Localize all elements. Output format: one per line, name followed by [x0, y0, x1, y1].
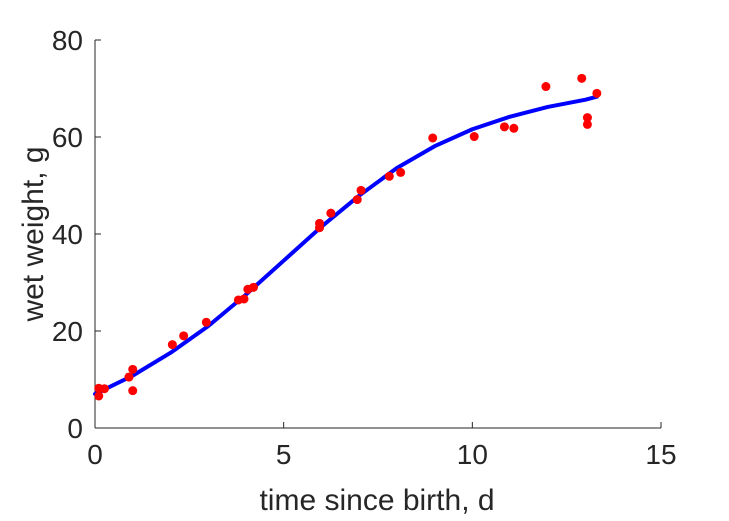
y-tick-label: 60 [52, 122, 83, 153]
data-point [592, 88, 602, 98]
data-point [582, 119, 592, 129]
data-point [326, 208, 336, 218]
data-point [128, 364, 138, 374]
x-tick-label: 10 [457, 439, 488, 470]
data-point [428, 133, 438, 143]
y-tick-label: 40 [52, 219, 83, 250]
x-tick-label: 5 [276, 439, 292, 470]
x-tick-label: 0 [87, 439, 103, 470]
data-point [356, 185, 366, 195]
data-point [582, 113, 592, 123]
axes [94, 40, 661, 429]
ticks: 0 5 10 15 0 20 40 60 80 [52, 25, 677, 470]
data-point [499, 122, 509, 132]
data-point [384, 171, 394, 181]
data-point [179, 331, 189, 341]
data-point [577, 73, 587, 83]
data-point [239, 294, 249, 304]
fit-curve [93, 94, 599, 397]
y-tick-label: 0 [67, 413, 83, 444]
data-point [99, 384, 109, 394]
x-tick-label: 15 [645, 439, 676, 470]
data-point [352, 195, 362, 205]
data-point [248, 282, 258, 292]
data-point [541, 82, 551, 92]
data-point [315, 218, 325, 228]
y-axis-label: wet weight, g [17, 146, 50, 322]
fit-line-layer [93, 94, 599, 397]
points-layer [94, 73, 602, 401]
data-point [124, 372, 134, 382]
data-point [201, 317, 211, 327]
data-point [167, 340, 177, 350]
data-point [94, 391, 104, 401]
y-tick-label: 20 [52, 316, 83, 347]
x-axis-label: time since birth, d [259, 484, 494, 517]
data-point [469, 132, 479, 142]
data-point [509, 123, 519, 133]
data-point [128, 386, 138, 396]
data-point [396, 167, 406, 177]
y-tick-label: 80 [52, 25, 83, 56]
